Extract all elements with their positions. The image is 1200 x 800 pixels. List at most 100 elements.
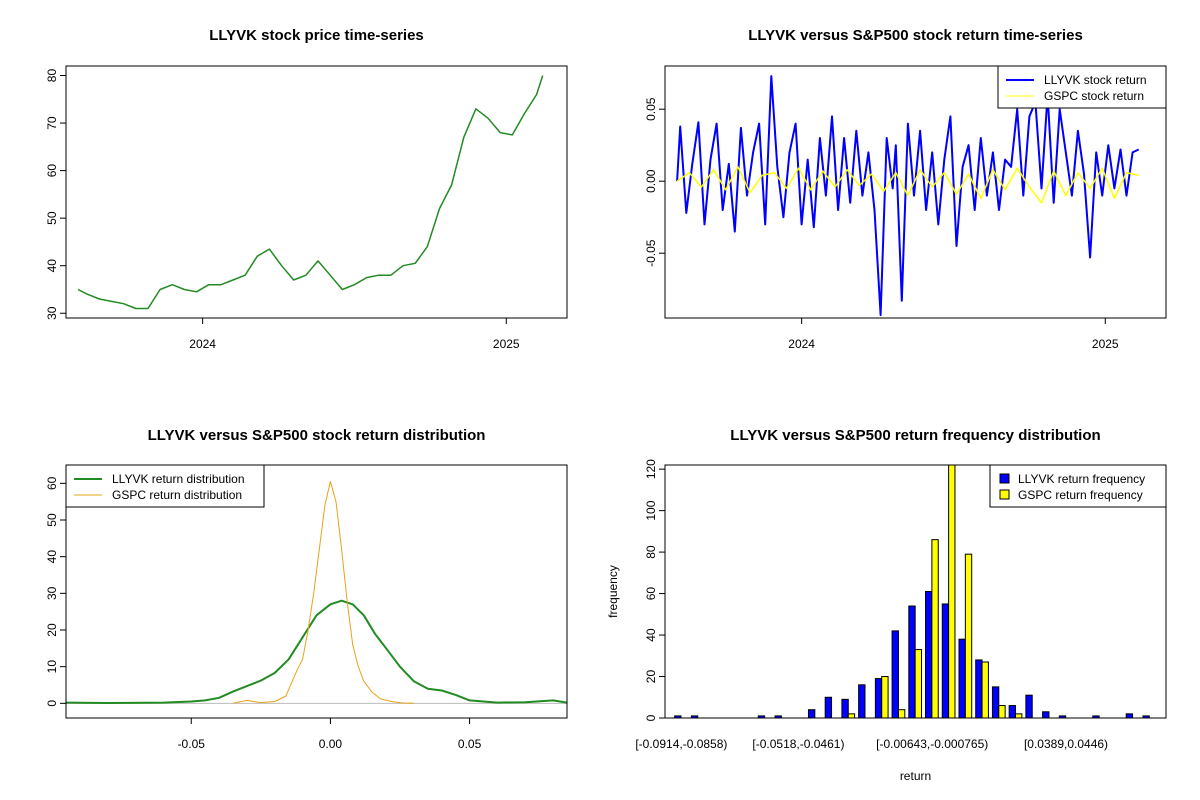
series-line-1 — [66, 599, 567, 704]
bar — [958, 638, 966, 718]
y-tick-label: 80 — [45, 69, 59, 83]
legend-label: LLYVK return distribution — [112, 472, 245, 486]
legend-label: LLYVK stock return — [1044, 73, 1147, 87]
y-tick-label: 50 — [45, 513, 59, 527]
bar — [908, 605, 916, 718]
series-line-1 — [77, 75, 544, 310]
legend: LLYVK return frequency GSPC return freque… — [989, 464, 1167, 508]
chart-title: LLYVK stock price time-series — [209, 27, 424, 44]
chart-panel-3: LLYVK versus S&P500 stock return distrib… — [45, 427, 568, 751]
series-line-2 — [676, 166, 1139, 204]
bar — [991, 686, 1000, 718]
bar — [981, 661, 989, 718]
bar — [897, 709, 906, 718]
bar — [948, 465, 956, 718]
y-tick-label: 20 — [644, 670, 658, 684]
plot-frame — [65, 464, 568, 719]
plot-area — [66, 481, 567, 704]
bar — [931, 539, 939, 718]
y-tick-label: 0.05 — [644, 97, 658, 121]
legend-label: GSPC stock return — [1044, 89, 1144, 103]
bar — [1025, 694, 1033, 718]
plot-frame — [664, 464, 1167, 719]
plot-area — [77, 75, 544, 310]
legend-label: GSPC return frequency — [1018, 488, 1143, 502]
x-tick-label: 2024 — [189, 337, 216, 351]
bar — [1042, 711, 1050, 718]
y-tick-label: 20 — [45, 623, 59, 637]
y-axis: 0 10 20 30 40 50 60 — [45, 476, 66, 707]
x-axis: [-0.0914,-0.0858) [-0.0518,-0.0461) [-0.00… — [635, 737, 1108, 751]
x-category-label: [-0.0518,-0.0461) — [752, 737, 844, 751]
x-tick-label: 0.05 — [458, 737, 482, 751]
bar — [841, 698, 849, 718]
y-tick-label: 40 — [45, 550, 59, 564]
y-tick-label: 100 — [644, 500, 658, 520]
bar — [881, 676, 889, 718]
chart-panel-4: LLYVK versus S&P500 return frequency dis… — [606, 427, 1167, 783]
legend: LLYVK stock return GSPC stock return — [997, 65, 1167, 109]
y-axis: 0 20 40 60 80 100 120 — [644, 459, 665, 721]
series-line-2 — [232, 481, 414, 704]
y-tick-label: 10 — [45, 660, 59, 674]
x-tick-label: 0.00 — [319, 737, 343, 751]
y-tick-label: -0.05 — [644, 239, 658, 267]
bar — [1125, 713, 1134, 718]
legend-swatch — [999, 489, 1010, 500]
bar — [807, 709, 816, 718]
y-tick-label: 30 — [45, 306, 59, 320]
bar — [925, 591, 933, 718]
y-tick-label: 50 — [45, 211, 59, 225]
chart-title: LLYVK versus S&P500 stock return distrib… — [148, 427, 486, 444]
x-category-label: [-0.00643,-0.000765) — [876, 737, 988, 751]
series-line-1 — [676, 75, 1140, 317]
y-tick-label: 40 — [45, 259, 59, 273]
bar-series-llyvk — [674, 591, 1150, 718]
x-axis-label: return — [900, 769, 931, 783]
y-tick-label: 60 — [45, 164, 59, 178]
x-axis: 2024 2025 — [788, 318, 1119, 351]
x-tick-label: 2025 — [1092, 337, 1119, 351]
chart-title: LLYVK versus S&P500 stock return time-se… — [748, 27, 1083, 44]
bar — [914, 649, 923, 718]
chart-panel-2: LLYVK versus S&P500 stock return time-se… — [644, 27, 1167, 351]
x-tick-label: 2025 — [493, 337, 520, 351]
y-axis: -0.05 0.00 0.05 — [644, 97, 665, 267]
x-axis: -0.05 0.00 0.05 — [178, 718, 482, 751]
plot-frame — [65, 65, 568, 319]
y-axis: 30 40 50 60 70 80 — [45, 69, 66, 320]
bar — [941, 603, 950, 718]
y-tick-label: 40 — [644, 628, 658, 642]
x-tick-label: -0.05 — [178, 737, 206, 751]
legend-box — [997, 65, 1167, 109]
y-tick-label: 0 — [644, 714, 658, 721]
bar — [891, 630, 899, 718]
y-tick-label: 0.00 — [644, 169, 658, 193]
y-tick-label: 30 — [45, 586, 59, 600]
bar — [874, 678, 883, 718]
legend-box — [989, 464, 1167, 508]
legend-label: GSPC return distribution — [112, 488, 242, 502]
legend-label: LLYVK return frequency — [1018, 472, 1145, 486]
bar-series-gspc — [847, 465, 1023, 718]
bar — [1015, 713, 1023, 718]
legend-box — [65, 464, 265, 508]
legend: LLYVK return distribution GSPC return dis… — [65, 464, 265, 508]
x-axis: 2024 2025 — [189, 318, 520, 351]
y-tick-label: 60 — [45, 476, 59, 490]
chart-panel-1: LLYVK stock price time-series 30 40 50 60 70 8… — [45, 27, 568, 351]
bar — [998, 705, 1006, 718]
chart-title: LLYVK versus S&P500 return frequency dis… — [730, 427, 1100, 444]
bar — [847, 713, 856, 718]
bar — [1008, 705, 1017, 718]
y-tick-label: 60 — [644, 587, 658, 601]
y-axis-label: frequency — [606, 565, 620, 618]
plot-area — [676, 75, 1140, 317]
y-tick-label: 0 — [45, 700, 59, 707]
y-tick-label: 120 — [644, 459, 658, 479]
x-category-label: [-0.0914,-0.0858) — [635, 737, 727, 751]
x-tick-label: 2024 — [788, 337, 815, 351]
x-category-label: [0.0389,0.0446) — [1024, 737, 1108, 751]
bar — [858, 684, 866, 718]
